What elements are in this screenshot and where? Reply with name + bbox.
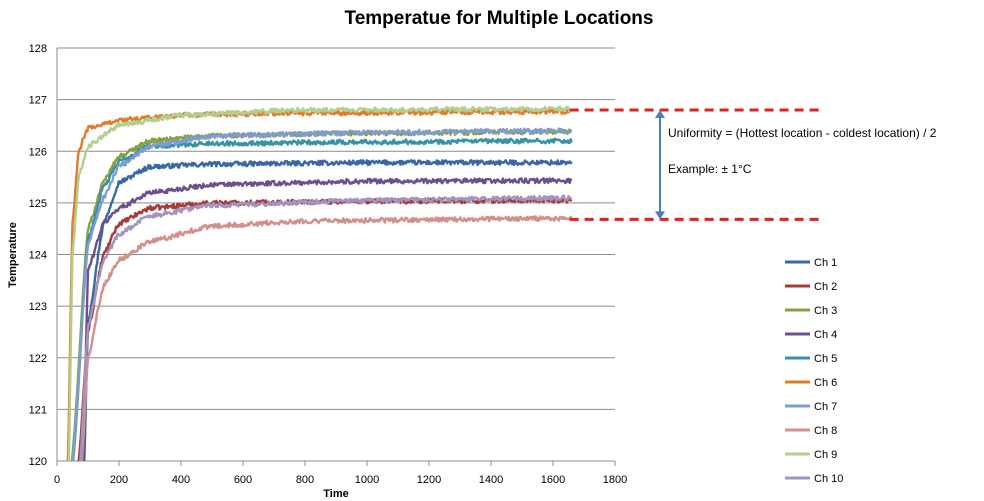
axes — [56, 48, 615, 462]
legend-item: Ch 8 — [785, 425, 837, 437]
legend-item: Ch 4 — [785, 329, 837, 341]
annotation-formula: Uniformity = (Hottest location - coldest… — [668, 126, 937, 140]
series-line-ch-1 — [83, 159, 573, 462]
legend-item: Ch 9 — [785, 449, 837, 461]
y-tick-label: 121 — [29, 404, 47, 416]
y-tick-label: 125 — [29, 198, 47, 210]
legend: Ch 1 Ch 2 Ch 3 Ch 4 Ch 5 Ch 6 Ch 7 Ch 8 Ch 9 Ch 1… — [785, 257, 843, 485]
legend-label: Ch 10 — [814, 473, 843, 485]
x-tick-label: 1400 — [479, 474, 503, 486]
legend-item: Ch 7 — [785, 401, 837, 413]
x-tick-label: 1200 — [417, 474, 441, 486]
x-axis-label: Time — [323, 488, 348, 500]
series-line-ch-2 — [77, 197, 573, 462]
x-axis-ticks: 0 200 400 600 800 1000 1200 1400 1600 1800 — [54, 461, 627, 486]
series-line-ch-4 — [82, 177, 573, 462]
annotation-example: Example: ± 1°C — [668, 162, 752, 176]
series-line-ch-5 — [71, 137, 573, 462]
y-tick-label: 127 — [29, 95, 47, 107]
legend-item: Ch 10 — [785, 473, 843, 485]
y-tick-label: 128 — [29, 43, 47, 55]
x-tick-label: 600 — [234, 474, 252, 486]
y-tick-label: 126 — [29, 146, 47, 158]
y-axis-label: Temperature — [7, 222, 19, 288]
uniformity-annotation: Uniformity = (Hottest location - coldest… — [569, 108, 937, 221]
legend-item: Ch 1 — [785, 257, 837, 269]
range-arrow-head-bottom — [655, 211, 665, 220]
legend-label: Ch 9 — [814, 449, 837, 461]
x-tick-label: 800 — [296, 474, 314, 486]
x-tick-label: 0 — [54, 474, 60, 486]
x-tick-label: 1800 — [603, 474, 627, 486]
legend-label: Ch 2 — [814, 281, 837, 293]
legend-item: Ch 6 — [785, 377, 837, 389]
series-line-ch-8 — [80, 215, 573, 462]
chart-title: Temperatue for Multiple Locations — [345, 8, 654, 29]
series-line-ch-7 — [71, 127, 572, 462]
legend-item: Ch 3 — [785, 305, 837, 317]
y-tick-label: 122 — [29, 353, 47, 365]
series-line-ch-10 — [79, 194, 573, 462]
legend-label: Ch 1 — [814, 257, 837, 269]
legend-label: Ch 3 — [814, 305, 837, 317]
x-tick-label: 1600 — [541, 474, 565, 486]
series-line-ch-9 — [67, 105, 572, 462]
x-tick-label: 1000 — [355, 474, 379, 486]
range-arrow-head-top — [655, 109, 665, 118]
legend-item: Ch 5 — [785, 353, 837, 365]
y-tick-label: 124 — [29, 250, 47, 262]
legend-label: Ch 8 — [814, 425, 837, 437]
legend-item: Ch 2 — [785, 281, 837, 293]
legend-label: Ch 4 — [814, 329, 837, 341]
legend-label: Ch 6 — [814, 377, 837, 389]
legend-label: Ch 5 — [814, 353, 837, 365]
y-axis-ticks: 120 121 122 123 124 125 126 127 128 — [29, 43, 47, 468]
legend-label: Ch 7 — [814, 401, 837, 413]
x-tick-label: 200 — [110, 474, 128, 486]
x-tick-label: 400 — [172, 474, 190, 486]
y-tick-label: 123 — [29, 301, 47, 313]
series-lines — [66, 105, 573, 462]
y-tick-label: 120 — [29, 456, 47, 468]
